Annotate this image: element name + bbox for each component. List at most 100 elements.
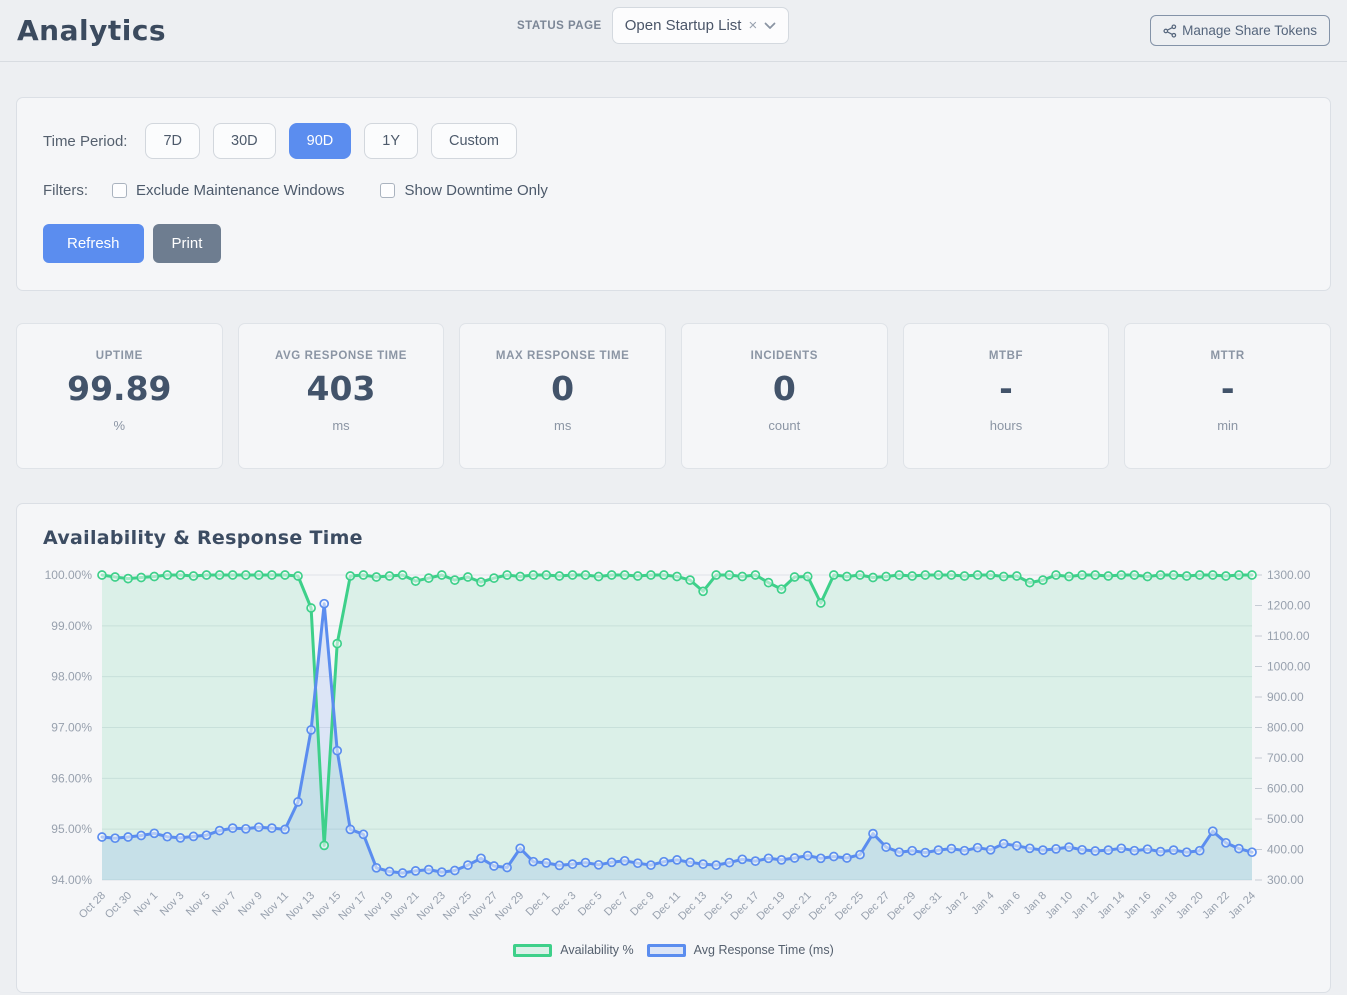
refresh-button[interactable]: Refresh — [43, 224, 144, 263]
svg-text:Dec 27: Dec 27 — [859, 890, 892, 923]
stat-label: UPTIME — [95, 350, 143, 362]
svg-text:97.00%: 97.00% — [51, 721, 92, 735]
show-downtime-group: Show Downtime Only — [380, 182, 548, 199]
svg-text:Oct 30: Oct 30 — [103, 890, 134, 921]
legend-item-availability: Availability % — [513, 943, 634, 957]
svg-text:Nov 13: Nov 13 — [284, 890, 317, 923]
svg-text:Dec 21: Dec 21 — [781, 890, 814, 923]
svg-text:Jan 10: Jan 10 — [1043, 890, 1075, 922]
svg-text:Jan 18: Jan 18 — [1148, 890, 1180, 922]
clear-icon[interactable]: × — [748, 17, 758, 34]
stat-card-max-response: MAX RESPONSE TIME 0 ms — [459, 323, 666, 469]
stat-value: 0 — [772, 369, 796, 408]
stat-label: MTBF — [988, 350, 1024, 362]
svg-text:96.00%: 96.00% — [51, 771, 92, 785]
svg-text:100.00%: 100.00% — [45, 568, 93, 582]
svg-text:Nov 27: Nov 27 — [467, 890, 500, 923]
share-icon — [1163, 23, 1177, 38]
status-page-selector-group: STATUS PAGE Open Startup List × — [517, 7, 790, 44]
time-period-row: Time Period: 7D 30D 90D 1Y Custom — [43, 123, 1304, 159]
svg-text:Dec 25: Dec 25 — [833, 890, 866, 923]
stat-unit: count — [768, 418, 801, 434]
time-period-1y-button[interactable]: 1Y — [364, 123, 418, 159]
response-time-legend-swatch — [646, 943, 686, 957]
svg-text:Nov 7: Nov 7 — [210, 890, 239, 919]
stat-card-mttr: MTTR - min — [1124, 323, 1331, 469]
chevron-down-icon — [764, 22, 776, 29]
stat-card-uptime: UPTIME 99.89 % — [16, 323, 223, 469]
actions-row: Refresh Print — [43, 224, 1304, 263]
svg-text:99.00%: 99.00% — [51, 619, 92, 633]
svg-text:300.00: 300.00 — [1267, 873, 1304, 887]
top-header: Analytics STATUS PAGE Open Startup List … — [0, 0, 1347, 62]
stat-card-mtbf: MTBF - hours — [902, 323, 1110, 469]
svg-text:Nov 15: Nov 15 — [310, 890, 343, 923]
chart-panel: Availability & Response Time 100.00% 99.0… — [16, 503, 1331, 993]
stat-label: INCIDENTS — [750, 350, 819, 362]
chart-title: Availability & Response Time — [43, 527, 363, 549]
svg-text:Nov 29: Nov 29 — [493, 890, 526, 923]
stat-card-avg-response: AVG RESPONSE TIME 403 ms — [237, 323, 445, 469]
svg-text:Jan 2: Jan 2 — [943, 890, 971, 918]
time-period-90d-button[interactable]: 90D — [288, 123, 352, 159]
show-downtime-checkbox[interactable] — [380, 183, 396, 198]
svg-text:Jan 22: Jan 22 — [1200, 890, 1232, 922]
stat-unit: hours — [989, 418, 1023, 434]
stat-value: - — [1220, 369, 1235, 408]
stat-label: MAX RESPONSE TIME — [495, 350, 630, 362]
manage-share-tokens-label: Manage Share Tokens — [1182, 23, 1317, 38]
stat-unit: min — [1217, 418, 1239, 434]
stat-value: 0 — [551, 369, 575, 408]
chart-legend: Availability % Avg Response Time (ms) — [17, 943, 1330, 957]
svg-text:Oct 28: Oct 28 — [77, 890, 108, 921]
stat-label: MTTR — [1210, 350, 1245, 362]
svg-text:Nov 3: Nov 3 — [158, 890, 187, 919]
stats-row: UPTIME 99.89 % AVG RESPONSE TIME 403 ms … — [16, 323, 1331, 469]
svg-text:Nov 1: Nov 1 — [132, 890, 161, 919]
show-downtime-label: Show Downtime Only — [404, 182, 548, 199]
svg-text:Dec 17: Dec 17 — [728, 890, 761, 923]
svg-text:400.00: 400.00 — [1267, 843, 1304, 857]
legend-item-response-time: Avg Response Time (ms) — [646, 943, 834, 957]
svg-text:Dec 13: Dec 13 — [676, 890, 709, 923]
status-page-dropdown[interactable]: Open Startup List × — [611, 7, 790, 44]
svg-text:Nov 25: Nov 25 — [441, 890, 474, 923]
filters-label: Filters: — [43, 182, 88, 199]
stat-label: AVG RESPONSE TIME — [274, 350, 408, 362]
svg-text:Dec 19: Dec 19 — [755, 890, 788, 923]
stat-unit: ms — [332, 418, 350, 434]
status-page-label: STATUS PAGE — [517, 19, 602, 32]
svg-text:Dec 3: Dec 3 — [550, 890, 579, 919]
filter-panel: Time Period: 7D 30D 90D 1Y Custom Filter… — [16, 97, 1331, 291]
svg-text:700.00: 700.00 — [1267, 751, 1304, 765]
exclude-maintenance-group: Exclude Maintenance Windows — [112, 182, 344, 199]
svg-text:Jan 4: Jan 4 — [969, 890, 997, 918]
svg-text:Jan 6: Jan 6 — [995, 890, 1023, 918]
svg-text:94.00%: 94.00% — [51, 873, 92, 887]
exclude-maintenance-checkbox[interactable] — [112, 183, 127, 198]
stat-value: 403 — [306, 369, 376, 408]
time-period-label: Time Period: — [43, 132, 128, 150]
stat-value: - — [999, 369, 1013, 408]
stat-unit: % — [113, 418, 126, 434]
svg-text:1300.00: 1300.00 — [1267, 568, 1311, 582]
svg-text:Nov 5: Nov 5 — [184, 890, 213, 919]
time-period-30d-button[interactable]: 30D — [213, 123, 276, 159]
svg-text:1100.00: 1100.00 — [1267, 629, 1310, 643]
svg-text:Nov 17: Nov 17 — [336, 890, 369, 923]
svg-text:1200.00: 1200.00 — [1267, 599, 1311, 613]
stat-unit: ms — [553, 418, 572, 434]
svg-text:Dec 1: Dec 1 — [524, 890, 553, 919]
time-period-7d-button[interactable]: 7D — [145, 123, 201, 159]
svg-text:900.00: 900.00 — [1267, 690, 1304, 704]
svg-text:Jan 14: Jan 14 — [1096, 890, 1128, 922]
svg-text:Nov 23: Nov 23 — [415, 890, 448, 923]
legend-label: Availability % — [560, 943, 634, 957]
print-button[interactable]: Print — [152, 224, 222, 263]
availability-response-chart: 100.00% 99.00% 98.00% 97.00% 96.00% 95.00% 94.… — [45, 568, 1311, 923]
time-period-custom-button[interactable]: Custom — [431, 123, 517, 159]
svg-text:Jan 12: Jan 12 — [1069, 890, 1101, 922]
svg-text:500.00: 500.00 — [1267, 812, 1304, 826]
svg-text:Nov 21: Nov 21 — [389, 890, 422, 923]
manage-share-tokens-button[interactable]: Manage Share Tokens — [1150, 15, 1330, 46]
